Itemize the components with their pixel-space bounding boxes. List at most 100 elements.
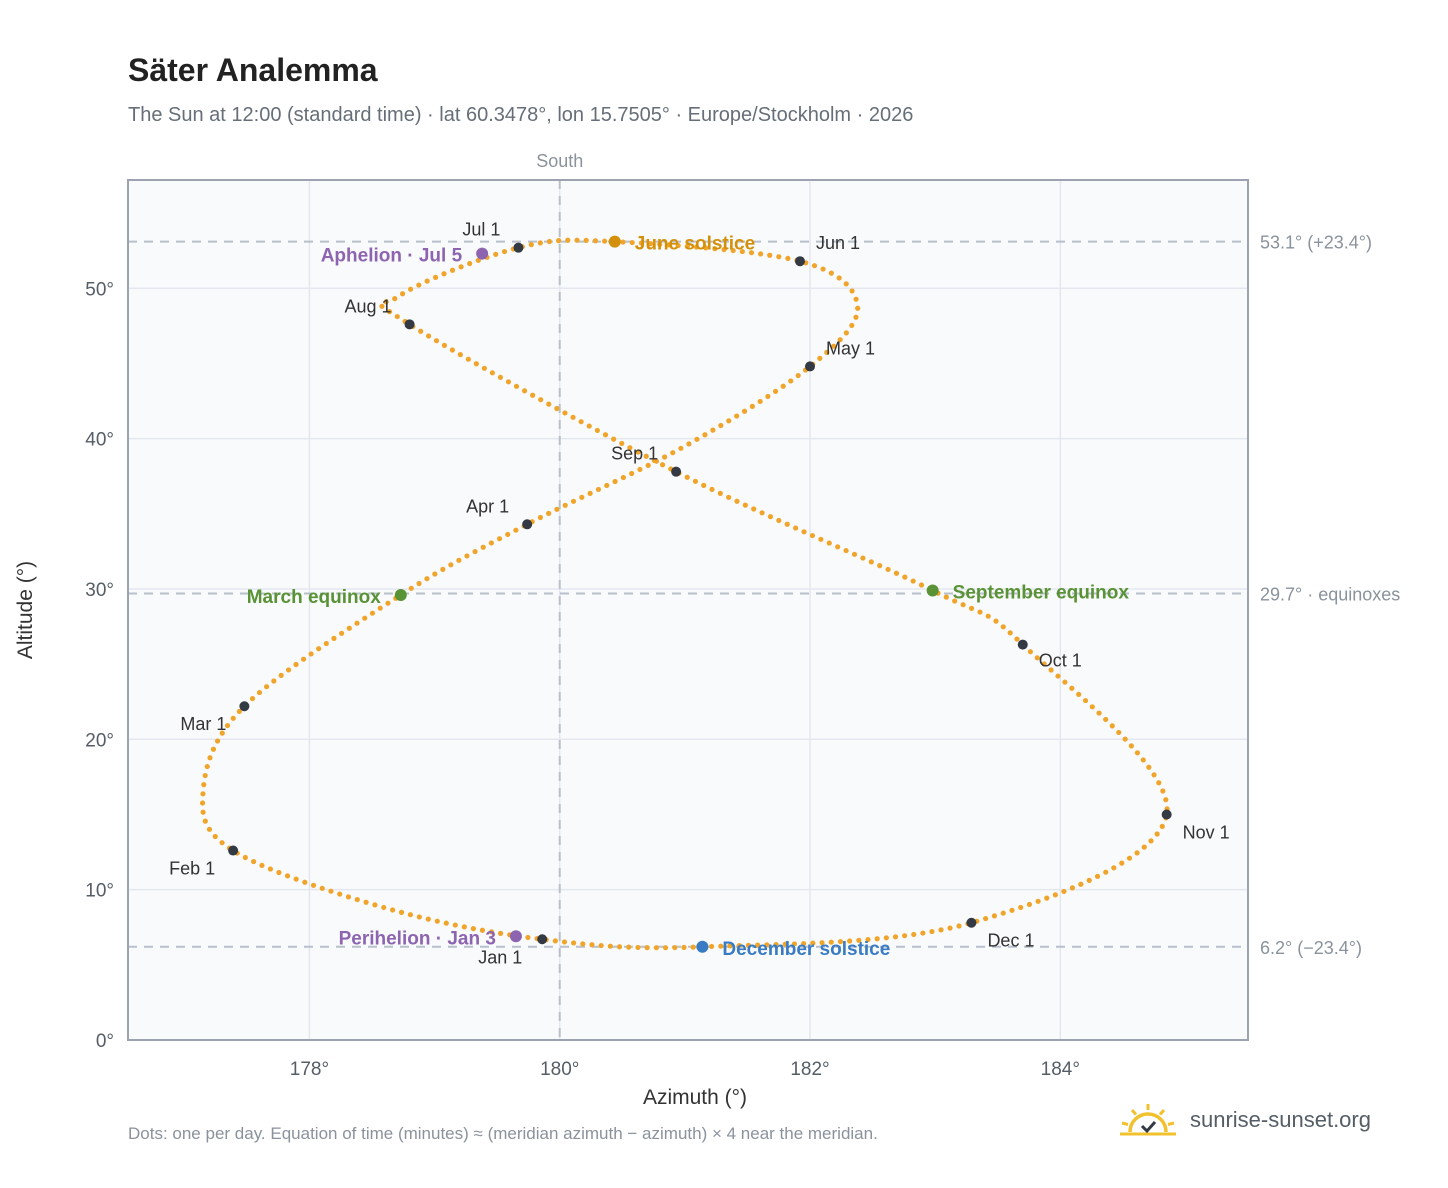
grid-lines xyxy=(128,180,1248,1041)
daily-sun-dot xyxy=(991,913,998,919)
daily-sun-dot xyxy=(1096,710,1102,716)
daily-sun-dot xyxy=(960,602,966,608)
daily-sun-dot xyxy=(764,942,770,948)
daily-sun-dot xyxy=(346,625,352,631)
daily-sun-dot xyxy=(853,314,859,320)
daily-sun-dot xyxy=(458,264,464,270)
month-label: Aug 1 xyxy=(345,296,392,316)
daily-sun-dot xyxy=(602,238,608,244)
daily-sun-dot xyxy=(362,615,368,621)
reference-line-label: 6.2° (−23.4°) xyxy=(1260,938,1362,958)
daily-sun-dot xyxy=(212,833,218,840)
daily-sun-dot xyxy=(847,938,853,944)
daily-sun-dot xyxy=(826,540,832,546)
daily-sun-dot xyxy=(1000,624,1006,630)
daily-sun-dot xyxy=(726,494,732,500)
daily-sun-dot xyxy=(678,445,684,451)
daily-sun-dot xyxy=(820,266,826,272)
daily-sun-dot xyxy=(1146,764,1152,770)
daily-sun-dot xyxy=(383,299,389,305)
daily-sun-dot xyxy=(386,309,393,315)
daily-sun-dot xyxy=(530,392,536,398)
daily-sun-dot xyxy=(461,924,467,930)
daily-sun-dot xyxy=(956,923,962,929)
daily-sun-dot xyxy=(670,450,676,456)
daily-sun-dot xyxy=(1163,797,1169,803)
daily-sun-dot xyxy=(546,401,552,407)
event-label: September equinox xyxy=(953,582,1130,603)
daily-sun-dot xyxy=(659,462,666,468)
daily-sun-dot xyxy=(589,942,595,948)
daily-sun-dot xyxy=(751,506,757,512)
daily-sun-dot xyxy=(710,427,716,433)
x-tick-label: 180° xyxy=(540,1059,579,1080)
daily-sun-dot xyxy=(883,935,889,941)
month-marker xyxy=(1161,809,1172,820)
daily-sun-dot xyxy=(219,730,225,736)
daily-sun-dot xyxy=(416,914,422,920)
daily-sun-dot xyxy=(1034,655,1040,661)
daily-sun-dot xyxy=(571,940,577,946)
daily-sun-dot xyxy=(570,498,577,504)
daily-sun-dot xyxy=(310,882,317,888)
daily-sun-dot xyxy=(552,938,558,944)
daily-sun-dot xyxy=(690,944,696,950)
daily-sun-dot xyxy=(489,370,495,376)
daily-sun-dot xyxy=(727,943,733,949)
daily-sun-dot xyxy=(441,271,447,277)
month-marker xyxy=(966,917,977,928)
daily-sun-dot xyxy=(767,514,774,520)
daily-sun-dot xyxy=(372,902,378,908)
daily-sun-dot xyxy=(202,818,208,824)
daily-sun-dot xyxy=(619,440,625,447)
event-label: June solstice xyxy=(635,234,755,255)
daily-sun-dot xyxy=(849,322,855,329)
daily-sun-dot xyxy=(528,242,534,248)
daily-sun-dot xyxy=(718,422,724,429)
daily-sun-dot xyxy=(968,605,975,611)
month-label: Jul 1 xyxy=(462,220,500,240)
daily-sun-dot xyxy=(561,939,568,945)
daily-sun-dot xyxy=(726,418,732,424)
daily-sun-dot xyxy=(449,267,456,273)
daily-sun-dot xyxy=(1151,772,1157,778)
daily-sun-dot xyxy=(1148,838,1154,844)
reference-line-label: 29.7° · equinoxes xyxy=(1260,584,1400,604)
daily-sun-dot xyxy=(443,920,449,926)
daily-sun-dot xyxy=(920,930,926,936)
daily-sun-dot xyxy=(278,672,284,679)
daily-sun-dot xyxy=(1154,831,1160,837)
daily-sun-dot xyxy=(1119,860,1125,866)
daily-sun-dot xyxy=(885,566,891,573)
daily-sun-dot xyxy=(1062,679,1068,685)
daily-sun-dot xyxy=(1052,892,1058,898)
month-label: Mar 1 xyxy=(180,714,226,734)
daily-sun-dot xyxy=(1009,907,1015,913)
daily-sun-dot xyxy=(579,494,585,500)
daily-sun-dot xyxy=(339,630,345,636)
daily-sun-dot xyxy=(264,684,270,690)
month-marker xyxy=(404,319,415,330)
daily-sun-dot xyxy=(440,566,446,572)
daily-sun-dot xyxy=(843,330,849,336)
daily-sun-dot xyxy=(562,410,568,416)
daily-sun-dot xyxy=(947,925,953,931)
daily-sun-dot xyxy=(457,352,463,358)
daily-sun-dot xyxy=(780,383,786,389)
daily-sun-dot xyxy=(424,576,430,582)
daily-sun-dot xyxy=(843,281,849,287)
daily-sun-dot xyxy=(795,372,801,379)
daily-sun-dot xyxy=(1103,869,1109,875)
brand-logo[interactable]: sunrise-sunset.org xyxy=(1120,1102,1371,1138)
daily-sun-dot xyxy=(645,462,651,468)
event-marker xyxy=(394,588,407,601)
daily-sun-dot xyxy=(828,939,834,945)
daily-sun-dot xyxy=(385,600,391,606)
daily-sun-dot xyxy=(1018,904,1024,911)
daily-sun-dot xyxy=(1109,723,1115,729)
x-tick-label: 182° xyxy=(790,1059,829,1080)
daily-sun-dot xyxy=(672,944,678,951)
daily-sun-dot xyxy=(1089,704,1095,710)
daily-sun-dot xyxy=(505,379,512,385)
reference-line-label: 53.1° (+23.4°) xyxy=(1260,233,1372,253)
